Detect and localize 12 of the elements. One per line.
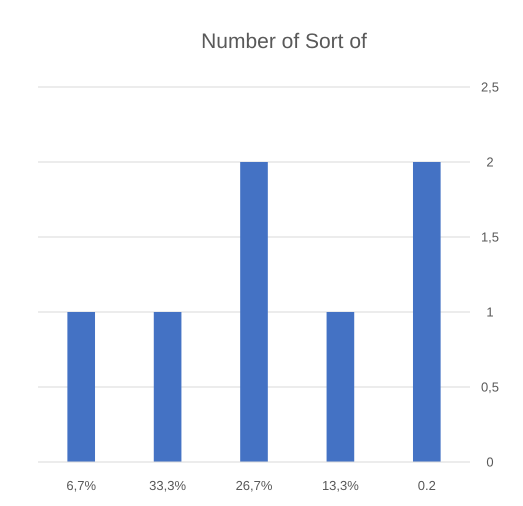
y-tick-label: 2,5 <box>480 80 500 95</box>
y-tick-label: 0,5 <box>480 380 500 395</box>
y-tick-label: 1 <box>486 304 494 320</box>
x-tick-label: 26,7% <box>236 478 273 493</box>
x-tick-label: 13,3% <box>322 478 360 493</box>
x-tick-label: 0.2 <box>418 478 436 493</box>
x-tick-label: 6,7% <box>66 478 96 493</box>
y-tick-label: 2 <box>486 154 494 170</box>
x-tick-label: 33,3% <box>149 478 186 493</box>
chart-title: Number of Sort of <box>201 30 368 53</box>
y-tick-label: 1,5 <box>480 230 500 245</box>
y-tick-label: 0 <box>486 454 494 470</box>
